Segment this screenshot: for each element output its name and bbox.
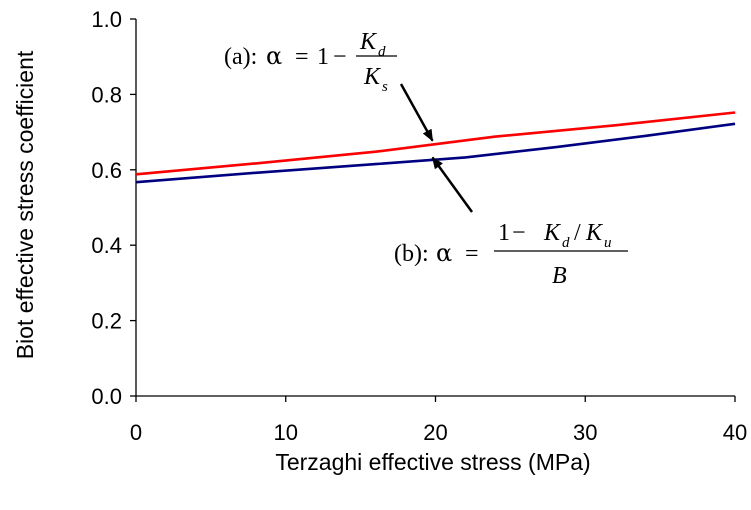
x-tick-label: 30 (573, 420, 597, 445)
annotation-b-arrow (431, 156, 474, 213)
x-tick-label: 40 (723, 420, 747, 445)
annotation-b-one: 1 (498, 220, 510, 246)
annotation-b-k2: K (585, 220, 604, 246)
annotation-a-den-var: K (363, 64, 382, 90)
annotation-b-equals: = (465, 241, 479, 267)
annotation-a-equals: = (295, 44, 309, 70)
y-axis-title: Biot effective stress coefficient (12, 50, 38, 359)
ticks (130, 18, 736, 402)
annotation-b-prefix: (b): (394, 241, 429, 267)
x-tick-label: 0 (130, 420, 142, 445)
x-tick-label: 20 (423, 420, 447, 445)
annotation-b-k1-sub: d (562, 235, 570, 251)
annotation-a-alpha: α (266, 42, 282, 70)
annotation-a-num-sub: d (378, 44, 386, 60)
series-a-line (135, 111, 736, 176)
annotation-b-k1: K (543, 220, 562, 246)
annotation-b-slash: / (574, 220, 581, 246)
annotation-a-prefix: (a): (224, 44, 257, 70)
annotation-a-den-sub: s (382, 79, 388, 95)
y-tick-label: 0.0 (91, 384, 122, 409)
tick-labels: 0.0 0.2 0.4 0.6 0.8 1.0 0 10 20 30 40 (91, 7, 747, 445)
y-tick-label: 0.2 (91, 309, 122, 334)
annotation-a: (a): α = 1 − K d K s (224, 29, 397, 95)
y-tick-label: 0.4 (91, 233, 122, 258)
x-tick-label: 10 (274, 420, 298, 445)
x-axis-title: Terzaghi effective stress (MPa) (275, 449, 590, 475)
annotation-b-minus: − (512, 220, 526, 246)
y-tick-label: 0.6 (91, 158, 122, 183)
series-layer (135, 111, 736, 184)
annotation-a-minus: − (333, 44, 347, 70)
annotation-a-arrow (399, 83, 434, 142)
y-tick-label: 0.8 (91, 82, 122, 107)
series-b-line (135, 122, 736, 184)
axes (135, 19, 735, 397)
annotation-b: (b): α = 1 − K d / K u B (394, 220, 628, 289)
y-tick-label: 1.0 (91, 7, 122, 32)
annotation-a-num-var: K (359, 29, 378, 55)
annotation-b-k2-sub: u (604, 235, 612, 251)
annotation-a-one: 1 (317, 44, 329, 70)
annotation-b-alpha: α (436, 239, 452, 267)
annotation-b-den: B (552, 263, 567, 289)
